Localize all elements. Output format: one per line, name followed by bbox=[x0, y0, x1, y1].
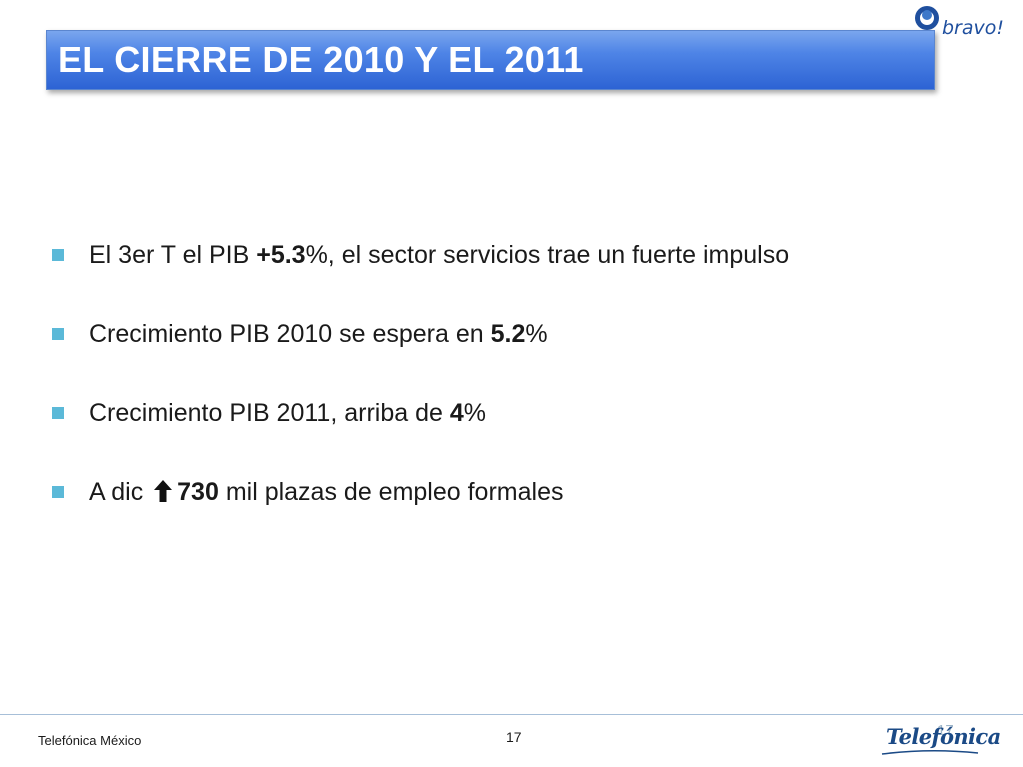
square-bullet-icon bbox=[52, 328, 64, 340]
bravo-logo-icon bbox=[915, 6, 939, 30]
bullet-text-pre: A dic bbox=[89, 478, 151, 506]
bullet-text-bold: 5.2 bbox=[490, 320, 526, 348]
bullet-text-post: mil plazas de empleo formales bbox=[218, 478, 564, 506]
bullet-text-post: % bbox=[525, 320, 548, 348]
bullet-text-pre: Crecimiento PIB 2011, arriba de bbox=[89, 399, 450, 427]
title-banner: EL CIERRE DE 2010 Y EL 2011 bbox=[46, 30, 935, 90]
bullet-text: El 3er T el PIB +5.3%, el sector servici… bbox=[89, 240, 789, 270]
ghost-page-number: 17 bbox=[937, 722, 954, 739]
page-number: 17 bbox=[506, 729, 522, 745]
bullet-text-post: % bbox=[463, 399, 486, 427]
bullet-text: Crecimiento PIB 2010 se espera en 5.2% bbox=[89, 319, 548, 349]
telefonica-logo: Telefónica bbox=[886, 724, 1001, 749]
bullet-text-pre: El 3er T el PIB bbox=[89, 241, 257, 269]
square-bullet-icon bbox=[52, 407, 64, 419]
slide-title: EL CIERRE DE 2010 Y EL 2011 bbox=[58, 39, 584, 80]
bravo-logo-text: bravo! bbox=[942, 17, 1005, 39]
footer-divider bbox=[0, 714, 1023, 715]
square-bullet-icon bbox=[52, 486, 64, 498]
bullet-text-bold: 730 bbox=[177, 478, 219, 506]
square-bullet-icon bbox=[52, 249, 64, 261]
bullet-text-bold: +5.3 bbox=[256, 241, 306, 269]
bullet-text-pre: Crecimiento PIB 2010 se espera en bbox=[89, 320, 491, 348]
bravo-logo: bravo! bbox=[912, 4, 1012, 40]
bullet-text: Crecimiento PIB 2011, arriba de 4% bbox=[89, 398, 486, 428]
footer-company: Telefónica México bbox=[38, 733, 142, 748]
telefonica-swoosh-icon bbox=[881, 750, 979, 755]
bullet-text: A dic 730 mil plazas de empleo formales bbox=[89, 477, 563, 507]
up-arrow-icon bbox=[154, 480, 173, 502]
bullet-text-post: %, el sector servicios trae un fuerte im… bbox=[305, 241, 790, 269]
bullet-text-bold: 4 bbox=[449, 399, 464, 427]
